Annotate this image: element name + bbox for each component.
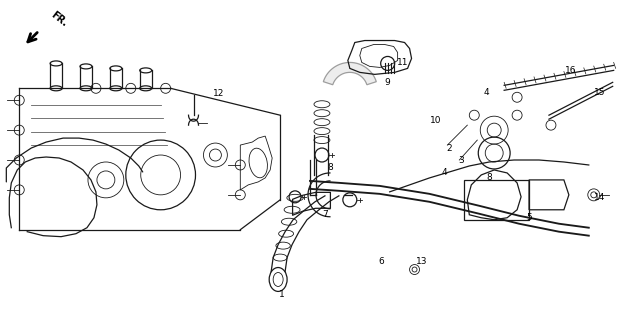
Text: 10: 10 — [430, 116, 441, 125]
Text: 9: 9 — [385, 78, 391, 87]
Text: 6: 6 — [379, 257, 384, 266]
Text: 2: 2 — [446, 144, 452, 153]
Text: 15: 15 — [594, 88, 605, 97]
Text: 4: 4 — [442, 168, 447, 178]
Text: 8: 8 — [486, 173, 492, 182]
Text: 12: 12 — [213, 89, 224, 98]
Text: 14: 14 — [594, 193, 605, 202]
Text: 11: 11 — [397, 58, 409, 67]
Text: 13: 13 — [416, 257, 427, 266]
Text: 5: 5 — [526, 213, 532, 222]
Text: 7: 7 — [322, 210, 328, 219]
Text: 8: 8 — [327, 164, 333, 172]
Text: 1: 1 — [279, 290, 285, 299]
Text: 4: 4 — [483, 88, 489, 97]
Text: 16: 16 — [565, 66, 577, 75]
Text: 3: 3 — [458, 156, 465, 164]
Text: FR.: FR. — [49, 10, 70, 28]
Polygon shape — [324, 62, 376, 85]
